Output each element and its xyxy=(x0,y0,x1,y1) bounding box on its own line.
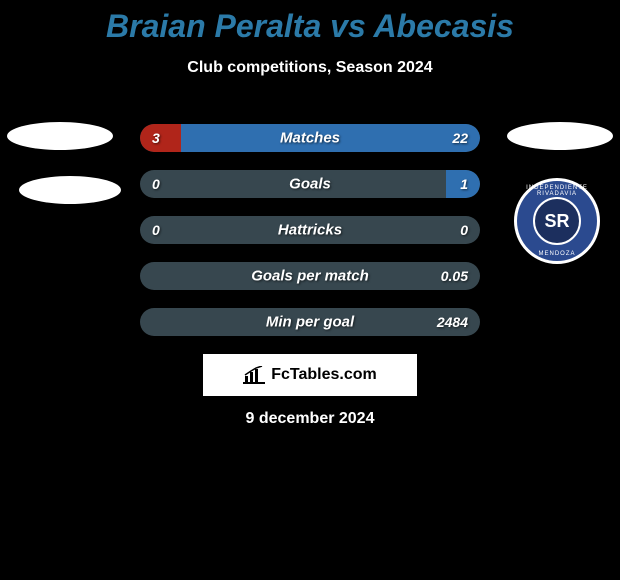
source-logo-text: FcTables.com xyxy=(271,366,377,384)
crest-bottom-text: MENDOZA xyxy=(517,251,597,257)
stat-row: Matches3 22 xyxy=(140,124,480,152)
club-left-crest xyxy=(19,176,121,204)
stat-value-right: 2484 xyxy=(437,314,468,330)
source-logo: FcTables.com xyxy=(203,354,417,396)
stat-value-right: 22 xyxy=(452,130,468,146)
stat-value-left: 0 xyxy=(152,176,160,192)
stat-label: Min per goal xyxy=(140,314,480,331)
stat-row: Hattricks0 0 xyxy=(140,216,480,244)
stat-bars: Matches322Goals01Hattricks00Goals per ma… xyxy=(140,124,480,354)
stat-value-right: 0 xyxy=(460,222,468,238)
stat-label: Goals per match xyxy=(140,268,480,285)
stat-label: Hattricks xyxy=(140,222,480,239)
chart-icon xyxy=(243,366,265,384)
date-text: 9 december 2024 xyxy=(0,410,620,428)
stat-label: Matches xyxy=(140,130,480,147)
stat-row: Goals0 1 xyxy=(140,170,480,198)
stat-value-left: 0 xyxy=(152,222,160,238)
club-right-crest: INDEPENDIENTE RIVADAVIA SR MENDOZA xyxy=(514,178,600,264)
stat-value-right: 1 xyxy=(460,176,468,192)
stat-value-right: 0.05 xyxy=(441,268,468,284)
player-left-avatar xyxy=(7,122,113,150)
page-subtitle: Club competitions, Season 2024 xyxy=(0,59,620,77)
crest-monogram: SR xyxy=(533,197,581,245)
crest-top-text: INDEPENDIENTE RIVADAVIA xyxy=(517,185,597,197)
stat-row: Goals per match0.05 xyxy=(140,262,480,290)
stat-value-left: 3 xyxy=(152,130,160,146)
stat-label: Goals xyxy=(140,176,480,193)
page-title: Braian Peralta vs Abecasis xyxy=(0,0,620,45)
player-right-avatar xyxy=(507,122,613,150)
stat-row: Min per goal2484 xyxy=(140,308,480,336)
